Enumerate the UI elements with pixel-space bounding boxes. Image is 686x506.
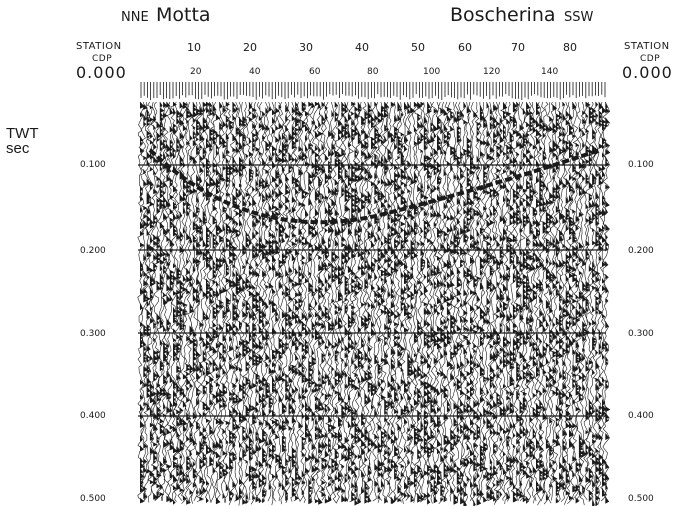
cdp-label-left: CDP [92, 54, 113, 64]
time-zero-right: 0.000 [622, 63, 673, 82]
time-tick-right: 0.500 [628, 494, 654, 504]
time-tick-right: 0.400 [628, 411, 654, 421]
time-axis-unit: sec [6, 140, 30, 157]
time-tick-right: 0.300 [628, 329, 654, 339]
time-tick-left: 0.500 [80, 494, 106, 504]
station-tick: 60 [458, 41, 472, 54]
station-tick: 80 [563, 41, 577, 54]
wiggle-traces [137, 101, 611, 506]
station-tick: 20 [243, 41, 257, 54]
trace-header-ticks [140, 82, 606, 100]
station-label-left: STATION [76, 41, 122, 52]
time-axis-title: TWT [6, 125, 39, 142]
time-tick-left: 0.200 [80, 246, 106, 256]
time-tick-left: 0.100 [80, 160, 106, 170]
cdp-label-right: CDP [640, 54, 661, 64]
cdp-tick: 80 [367, 67, 379, 77]
direction-ssw: SSW [564, 10, 594, 25]
location-boscherina: Boscherina [450, 4, 556, 26]
station-tick: 40 [355, 41, 369, 54]
time-tick-left: 0.400 [80, 411, 106, 421]
time-zero-left: 0.000 [76, 63, 127, 82]
cdp-tick: 20 [190, 67, 202, 77]
station-tick: 50 [411, 41, 425, 54]
cdp-tick: 140 [541, 67, 559, 77]
cdp-tick: 40 [249, 67, 261, 77]
time-tick-left: 0.300 [80, 329, 106, 339]
station-tick: 10 [187, 41, 201, 54]
cdp-tick: 100 [423, 67, 441, 77]
cdp-tick: 60 [309, 67, 321, 77]
location-motta: Motta [156, 4, 211, 26]
station-tick: 30 [299, 41, 313, 54]
cdp-tick: 120 [483, 67, 501, 77]
station-tick: 70 [511, 41, 525, 54]
direction-nne: NNE [121, 10, 149, 25]
reflector-band [148, 148, 601, 225]
time-tick-right: 0.100 [628, 160, 654, 170]
station-label-right: STATION [624, 41, 670, 52]
time-tick-right: 0.200 [628, 246, 654, 256]
